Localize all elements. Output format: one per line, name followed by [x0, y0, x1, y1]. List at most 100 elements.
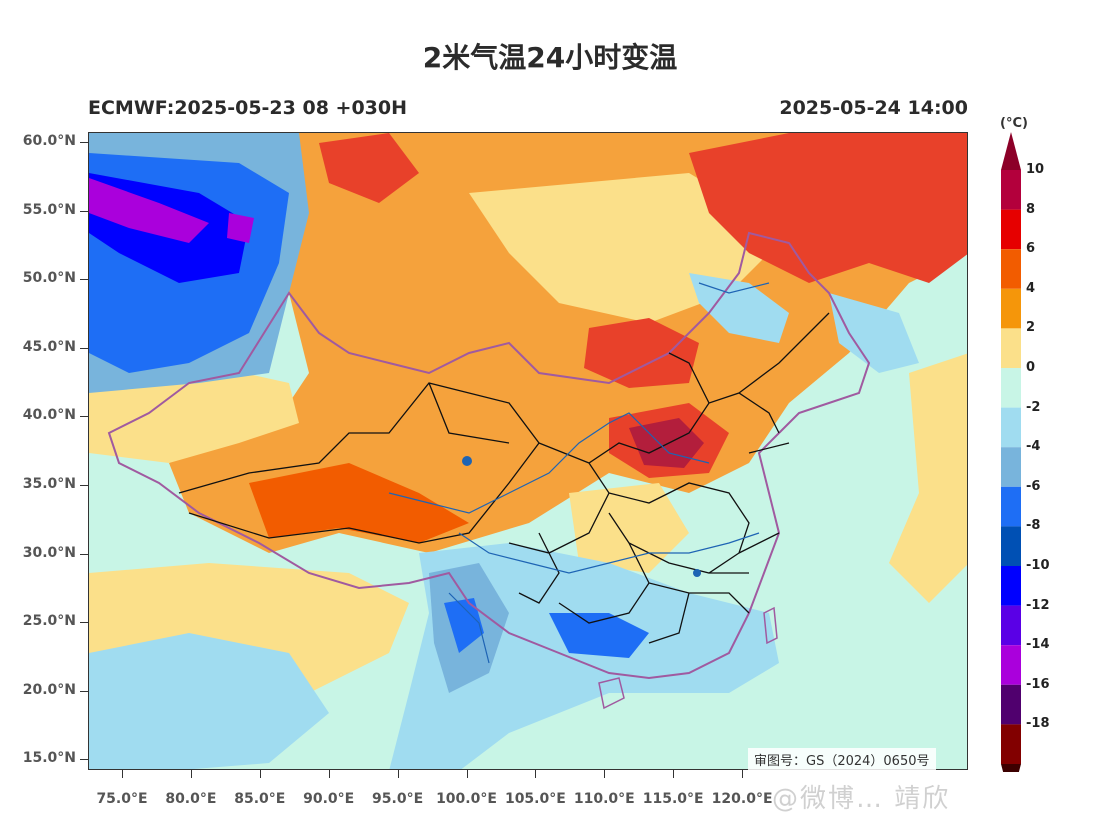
map-approval-number: 审图号：GS（2024）0650号	[748, 748, 936, 771]
colorbar-top-extend	[1001, 132, 1021, 170]
colorbar-segment	[1001, 566, 1021, 606]
lat-tick-label: 15.0°N	[22, 750, 76, 767]
lon-tick-mark	[328, 770, 330, 778]
lon-tick-label: 80.0°E	[165, 791, 217, 807]
colorbar	[1001, 132, 1021, 772]
lon-tick-label: 105.0°E	[504, 791, 566, 807]
lat-tick-label: 25.0°N	[22, 613, 76, 630]
colorbar-tick-label: -14	[1026, 637, 1050, 653]
lat-tick-label: 35.0°N	[22, 476, 76, 492]
lon-tick-mark	[397, 770, 399, 778]
cold-core-purple-small	[227, 213, 254, 243]
colorbar-tick-label: -16	[1026, 676, 1050, 692]
hainan-island	[598, 677, 625, 710]
colorbar-tick-label: -2	[1026, 399, 1041, 415]
warm-core-mongolia	[584, 318, 699, 388]
colorbar-tick-label: 4	[1026, 280, 1036, 296]
lon-tick-label: 100.0°E	[436, 791, 497, 807]
lon-tick-mark	[190, 770, 192, 778]
colorbar-segment	[1001, 249, 1021, 289]
colorbar-bottom-extend	[1001, 764, 1021, 772]
lat-tick-label: 20.0°N	[22, 681, 76, 698]
colorbar-segment	[1001, 288, 1021, 329]
lon-tick-label: 75.0°E	[96, 791, 148, 807]
colorbar-segment	[1001, 526, 1021, 566]
warm-core-tibet	[249, 463, 469, 543]
neutral-region-east	[889, 353, 967, 603]
neutral-region-central	[569, 483, 689, 573]
colorbar-segment	[1001, 605, 1021, 646]
lat-tick-label: 40.0°N	[22, 407, 76, 424]
lon-tick-label: 90.0°E	[303, 791, 355, 807]
lon-tick-label: 95.0°E	[372, 791, 424, 807]
lon-tick-mark	[535, 770, 537, 778]
colorbar-unit: (°C)	[1000, 116, 1028, 131]
colorbar-tick-label: 6	[1026, 241, 1036, 257]
valid-time-label: 2025-05-24 14:00	[779, 97, 968, 119]
colorbar-tick-label: 0	[1026, 360, 1036, 375]
colorbar-segment	[1001, 407, 1021, 448]
lon-tick-label: 120.0°E	[711, 791, 773, 807]
colorbar-tick-label: -12	[1026, 597, 1050, 613]
rivers	[388, 282, 770, 664]
cold-core-guangxi	[549, 613, 649, 658]
lat-tick-mark	[80, 279, 88, 281]
lat-tick-mark	[80, 485, 88, 486]
cold-region-northeast	[689, 273, 789, 343]
warm-core-northeast	[689, 133, 967, 283]
lon-tick-label: 85.0°E	[234, 791, 286, 807]
cold-core-yunnan-dark	[444, 598, 484, 653]
colorbar-tick-label: 8	[1026, 201, 1036, 217]
colorbar-segment	[1001, 328, 1021, 368]
lat-tick-label: 45.0°N	[22, 338, 76, 355]
lat-tick-label: 60.0°N	[22, 133, 76, 149]
colorbar-segment	[1001, 724, 1021, 764]
national-border	[107, 231, 871, 680]
taiwan-island	[763, 606, 778, 645]
lat-tick-mark	[80, 553, 88, 555]
model-run-label: ECMWF:2025-05-23 08 +030H	[88, 97, 408, 119]
colorbar-tick-label: -18	[1026, 716, 1050, 732]
colorbar-tick-label: -4	[1026, 439, 1041, 455]
lon-tick-mark	[742, 770, 744, 778]
lon-tick-mark	[673, 770, 675, 778]
lat-tick-mark	[80, 347, 88, 349]
lat-tick-label: 50.0°N	[22, 270, 76, 287]
lon-tick-mark	[259, 770, 261, 778]
lat-tick-label: 55.0°N	[22, 201, 76, 218]
lon-tick-label: 110.0°E	[573, 791, 635, 807]
cold-region-sea-of-japan	[829, 293, 919, 373]
lon-tick-mark	[466, 770, 468, 778]
poyang-lake	[693, 569, 701, 577]
warm-core-north-china-dark	[629, 418, 704, 468]
colorbar-segment	[1001, 645, 1021, 685]
colorbar-segment	[1001, 368, 1021, 408]
watermark: @微博… 靖欣	[772, 784, 951, 814]
temperature-change-map	[88, 132, 968, 770]
lon-tick-mark	[122, 770, 123, 778]
colorbar-tick-label: 10	[1026, 162, 1045, 177]
colorbar-segment	[1001, 447, 1021, 487]
chart-title: 2米气温24小时变温	[422, 41, 678, 74]
lat-tick-mark	[80, 210, 88, 212]
lon-tick-mark	[604, 770, 606, 778]
colorbar-segment	[1001, 684, 1021, 725]
colorbar-tick-label: -6	[1026, 478, 1041, 494]
lat-tick-mark	[80, 142, 88, 143]
lat-tick-mark	[80, 622, 88, 624]
map-canvas	[89, 133, 967, 769]
lat-tick-label: 30.0°N	[22, 544, 76, 561]
lon-tick-label: 115.0°E	[642, 791, 704, 807]
warm-core-xinjiang	[319, 133, 419, 203]
colorbar-tick-label: -10	[1026, 558, 1050, 573]
colorbar-tick-label: 2	[1026, 320, 1036, 336]
cold-core-central-asia-purple	[89, 178, 209, 243]
lat-tick-mark	[80, 759, 88, 761]
colorbar-segment	[1001, 486, 1021, 527]
cold-region-south-sea	[89, 633, 329, 769]
colorbar-segment	[1001, 170, 1021, 210]
lat-tick-mark	[80, 416, 88, 418]
colorbar-segment	[1001, 209, 1021, 250]
colorbar-tick-label: -8	[1026, 518, 1041, 534]
lat-tick-mark	[80, 690, 88, 692]
